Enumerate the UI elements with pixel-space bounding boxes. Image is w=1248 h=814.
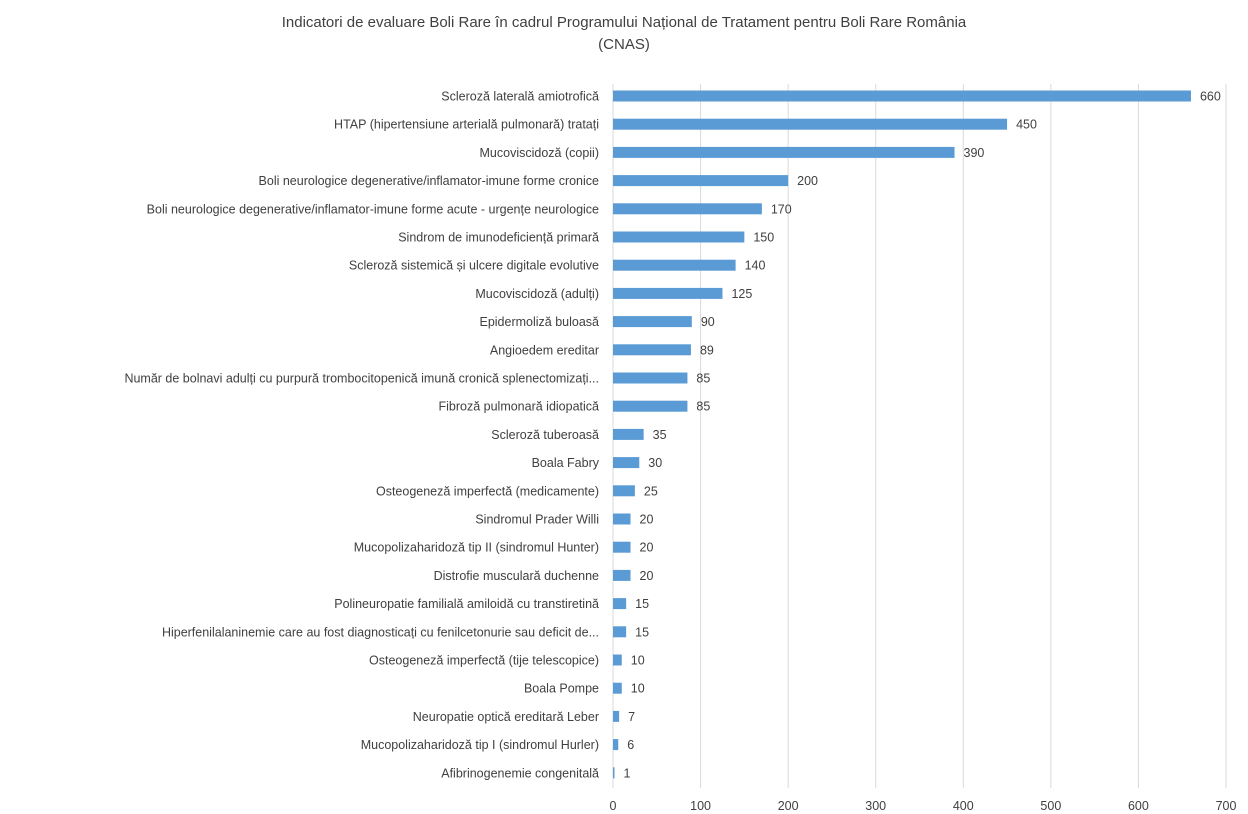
bar — [613, 118, 1008, 130]
category-label: Scleroză tuberoasă — [491, 428, 599, 442]
category-label: HTAP (hipertensiune arterială pulmonară)… — [334, 118, 599, 132]
category-label: Hiperfenilalaninemie care au fost diagno… — [162, 625, 599, 639]
category-label: Boli neurologice degenerative/inflamator… — [259, 174, 600, 188]
data-label: 90 — [701, 315, 715, 329]
bar — [613, 457, 640, 469]
data-label: 200 — [797, 174, 818, 188]
category-label: Mucoviscidoză (copii) — [480, 146, 599, 160]
bar — [613, 541, 631, 553]
category-label: Fibroză pulmonară idiopatică — [438, 400, 599, 414]
data-label: 140 — [745, 259, 766, 273]
data-labels: 660 450 390 200 170 150 140 125 90 89 85 85 35 30 25 20… — [624, 90, 1221, 781]
category-label: Boala Fabry — [532, 456, 600, 470]
bar — [613, 513, 631, 525]
category-label: Sindrom de imunodeficiență primară — [398, 231, 599, 245]
bar — [613, 682, 622, 694]
x-tick-label: 500 — [1040, 799, 1061, 813]
data-label: 1 — [624, 766, 631, 780]
data-label: 150 — [753, 231, 774, 245]
bar — [613, 626, 627, 638]
data-label: 170 — [771, 202, 792, 216]
bar — [613, 316, 692, 328]
data-label: 15 — [635, 625, 649, 639]
category-label: Sindromul Prader Willi — [475, 513, 599, 527]
bar — [613, 287, 723, 299]
data-label: 10 — [631, 654, 645, 668]
chart-title: Indicatori de evaluare Boli Rare în cadr… — [0, 12, 1248, 56]
grid-lines — [612, 84, 1227, 788]
category-label: Scleroză sistemică și ulcere digitale ev… — [349, 259, 599, 273]
category-label: Osteogeneză imperfectă (tije telescopice… — [369, 654, 599, 668]
category-label: Angioedem ereditar — [490, 343, 599, 357]
category-label: Neuropatie optică ereditară Leber — [413, 710, 599, 724]
chart-title-line-1: Indicatori de evaluare Boli Rare în cadr… — [281, 14, 967, 31]
category-label: Mucopolizaharidoză tip II (sindromul Hun… — [354, 541, 599, 555]
data-label: 20 — [640, 569, 654, 583]
category-label: Afibrinogenemie congenitală — [441, 766, 599, 780]
x-tick-label: 700 — [1216, 799, 1237, 813]
bar — [613, 710, 620, 722]
category-label: Distrofie musculară duchenne — [434, 569, 599, 583]
x-tick-label: 100 — [690, 799, 711, 813]
category-label: Scleroză laterală amiotrofică — [441, 90, 599, 104]
category-label: Boli neurologice degenerative/inflamator… — [147, 202, 599, 216]
data-label: 660 — [1200, 90, 1221, 104]
x-tick-label: 200 — [778, 799, 799, 813]
bar — [613, 344, 691, 356]
data-label: 15 — [635, 597, 649, 611]
x-axis-tick-labels: 0 100 200 300 400 500 600 700 — [610, 799, 1237, 813]
data-label: 6 — [627, 738, 634, 752]
data-label: 450 — [1016, 118, 1037, 132]
bar — [613, 485, 635, 497]
data-label: 30 — [648, 456, 662, 470]
data-label: 85 — [696, 400, 710, 414]
bar — [613, 654, 622, 666]
bar — [613, 598, 627, 610]
category-label: Număr de bolnavi adulți cu purpură tromb… — [124, 372, 599, 386]
data-label: 125 — [731, 287, 752, 301]
bar — [613, 231, 745, 243]
data-label: 10 — [631, 682, 645, 696]
x-tick-label: 400 — [953, 799, 974, 813]
category-label: Epidermoliză buloasă — [479, 315, 599, 329]
bar — [613, 739, 619, 751]
category-label: Mucopolizaharidoză tip I (sindromul Hurl… — [361, 738, 599, 752]
bar — [613, 372, 688, 384]
data-label: 20 — [640, 513, 654, 527]
category-labels: Scleroză laterală amiotrofică HTAP (hiper… — [124, 90, 599, 781]
data-label: 25 — [644, 484, 658, 498]
bar — [613, 569, 631, 581]
category-label: Boala Pompe — [524, 682, 599, 696]
data-label: 35 — [653, 428, 667, 442]
bar — [613, 428, 644, 440]
category-label: Polineuropatie familială amiloidă cu tra… — [334, 597, 599, 611]
bar — [613, 146, 955, 158]
chart-title-line-2: (CNAS) — [598, 36, 650, 53]
bar — [613, 203, 762, 215]
bar — [613, 767, 615, 779]
category-label: Osteogeneză imperfectă (medicamente) — [376, 484, 599, 498]
bar — [613, 175, 789, 187]
data-label: 85 — [696, 372, 710, 386]
data-label: 7 — [628, 710, 635, 724]
x-tick-label: 300 — [865, 799, 886, 813]
x-tick-label: 600 — [1128, 799, 1149, 813]
x-tick-label: 0 — [610, 799, 617, 813]
bar — [613, 259, 736, 271]
bar — [613, 90, 1191, 102]
data-label: 390 — [964, 146, 985, 160]
category-label: Mucoviscidoză (adulți) — [475, 287, 599, 301]
data-label: 89 — [700, 343, 714, 357]
bar — [613, 400, 688, 412]
bars — [613, 90, 1191, 779]
data-label: 20 — [640, 541, 654, 555]
